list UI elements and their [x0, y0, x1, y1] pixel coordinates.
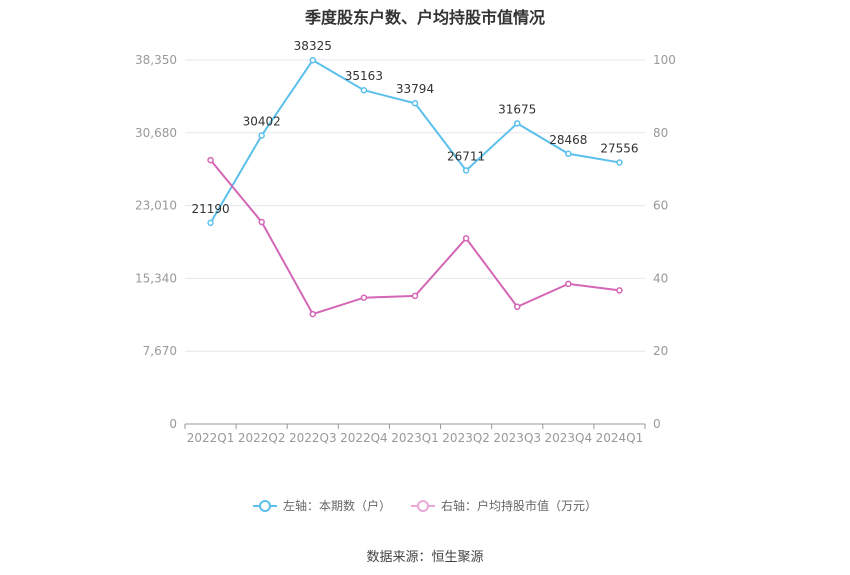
data-point: [565, 150, 572, 158]
left-axis-tick: 0: [169, 417, 177, 431]
data-label: 26711: [447, 149, 485, 163]
data-label: 38325: [294, 39, 332, 53]
right-axis-tick: 80: [653, 126, 668, 140]
data-point: [258, 218, 265, 226]
data-point: [462, 235, 470, 242]
data-label: 33794: [396, 82, 434, 96]
data-label: 28468: [549, 133, 587, 147]
legend-swatch-avg-value-icon: [411, 499, 435, 512]
legend-label-avg-value: 右轴：户均持股市值（万元）: [441, 499, 598, 513]
left-axis-tick: 30,680: [135, 126, 177, 140]
data-point: [513, 120, 521, 127]
data-point: [258, 132, 265, 139]
data-label: 30402: [243, 114, 281, 128]
left-axis-tick: 23,010: [135, 199, 177, 213]
data-point: [360, 86, 368, 94]
data-label: 35163: [345, 69, 383, 83]
x-axis-tick-label: 2023Q4: [545, 431, 593, 445]
legend-label-households: 左轴：本期数（户）: [282, 499, 391, 513]
data-point: [565, 280, 572, 288]
x-axis-tick-label: 2022Q2: [238, 431, 286, 445]
data-point: [309, 310, 317, 318]
right-axis-tick: 100: [653, 53, 676, 67]
legend-swatch-households-icon: [252, 499, 277, 512]
right-axis-tick: 60: [653, 199, 668, 213]
data-point: [616, 287, 623, 294]
x-axis-tick-label: 2023Q2: [442, 431, 490, 445]
data-point: [616, 159, 623, 166]
legend-item-households[interactable]: 左轴：本期数（户）: [252, 497, 391, 514]
left-axis-tick: 15,340: [135, 271, 177, 285]
legend-item-avg-value[interactable]: 右轴：户均持股市值（万元）: [411, 497, 597, 514]
data-source: 数据来源：恒生聚源: [366, 550, 484, 565]
line-chart: 0 7,670 15,340 23,010 30,680 38,350 0 20 40 60 80 1…: [135, 39, 676, 445]
left-axis-tick: 38,350: [135, 53, 177, 67]
data-point: [411, 292, 419, 300]
chart-legend: 左轴：本期数（户） 右轴：户均持股市值（万元）: [0, 497, 850, 514]
data-point: [309, 56, 317, 64]
data-point: [360, 294, 368, 301]
data-label: 21190: [191, 202, 229, 216]
x-axis-tick-label: 2023Q1: [391, 431, 439, 445]
x-axis-tick-label: 2023Q3: [493, 431, 541, 445]
right-axis-tick: 40: [653, 271, 668, 285]
x-axis-tick-label: 2024Q1: [596, 431, 644, 445]
series-line-1: [209, 159, 620, 316]
data-point: [207, 219, 214, 227]
x-axis-tick-label: 2022Q4: [340, 431, 388, 445]
data-point: [207, 156, 214, 164]
x-axis-tick-label: 2022Q3: [289, 431, 337, 445]
data-label: 31675: [498, 102, 536, 116]
x-axis-tick-label: 2022Q1: [187, 431, 235, 445]
right-axis-tick: 20: [653, 344, 668, 358]
data-point: [462, 167, 470, 174]
data-point: [513, 303, 521, 311]
chart-title: 季度股东户数、户均持股市值情况: [304, 8, 545, 27]
right-axis-tick: 0: [653, 417, 661, 431]
data-point: [411, 99, 419, 107]
data-label: 27556: [600, 141, 638, 155]
left-axis-tick: 7,670: [143, 344, 177, 358]
